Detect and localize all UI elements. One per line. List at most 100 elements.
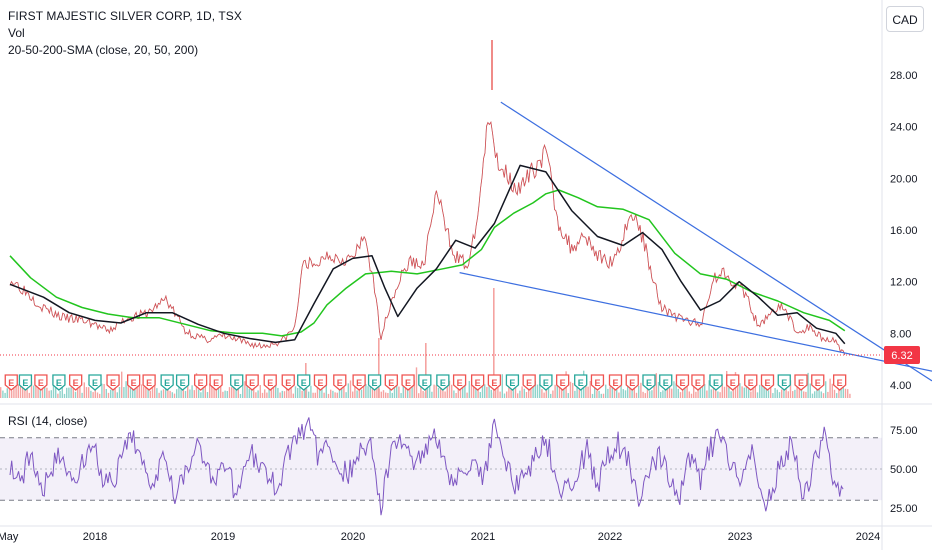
volume-spike: [491, 40, 493, 90]
volume-bar: [701, 380, 704, 398]
volume-bar: [70, 387, 72, 398]
earnings-marker: [522, 374, 536, 391]
volume-legend[interactable]: Vol: [8, 26, 25, 40]
volume-bar: [114, 381, 116, 398]
volume-bar: [730, 391, 732, 398]
volume-bar: [37, 387, 39, 398]
volume-bar: [814, 391, 816, 398]
earnings-marker: [245, 374, 259, 391]
earnings-marker-label: E: [679, 378, 685, 388]
volume-bar: [677, 388, 679, 398]
volume-bar: [8, 384, 11, 398]
earnings-marker: [709, 374, 723, 391]
volume-bar: [708, 380, 710, 398]
rsi-legend[interactable]: RSI (14, close): [8, 414, 88, 428]
volume-bar: [591, 393, 594, 398]
volume-bar: [545, 389, 547, 398]
volume-bar: [455, 393, 457, 398]
earnings-marker-label: E: [695, 378, 701, 388]
volume-bar: [81, 392, 83, 398]
volume-bar: [253, 384, 255, 398]
volume-bar: [132, 388, 134, 398]
volume-bar: [92, 392, 94, 398]
volume-bar: [222, 391, 224, 398]
volume-bar: [695, 391, 697, 398]
volume-bar: [550, 393, 552, 398]
volume-bar: [376, 387, 378, 398]
volume-bar: [462, 386, 464, 398]
earnings-marker: [833, 374, 847, 391]
volume-bar: [767, 390, 770, 398]
volume-bar: [475, 385, 477, 398]
volume-bar: [327, 393, 330, 398]
volume-bar: [396, 385, 398, 398]
symbol-title[interactable]: FIRST MAJESTIC SILVER CORP, 1D, TSX: [8, 9, 243, 23]
volume-bar: [486, 386, 488, 398]
volume-bar: [209, 383, 211, 398]
volume-bar: [523, 388, 525, 398]
volume-bar: [0, 387, 2, 398]
earnings-marker: [281, 374, 295, 391]
volume-bar: [393, 380, 396, 398]
volume-bar: [818, 382, 820, 398]
earnings-marker: [487, 374, 502, 391]
volume-bar: [83, 382, 85, 398]
volume-bar: [539, 384, 541, 398]
volume-bar: [116, 392, 118, 398]
earnings-marker-label: E: [164, 378, 170, 388]
earnings-marker-label: E: [180, 378, 186, 388]
volume-bar: [563, 384, 565, 398]
volume-bar: [246, 385, 248, 398]
volume-bar: [693, 381, 695, 398]
earnings-marker: [142, 374, 156, 391]
volume-bar: [435, 385, 437, 398]
volume-bar: [574, 390, 576, 398]
earnings-marker: [760, 374, 775, 391]
earnings-marker-label: E: [110, 378, 116, 388]
earnings-marker-label: E: [38, 378, 44, 388]
volume-bar: [803, 391, 805, 398]
volume-bar: [259, 384, 261, 398]
volume-bar: [154, 382, 156, 398]
volume-bar: [299, 378, 301, 398]
volume-bar: [123, 387, 125, 398]
volume-bar: [655, 373, 657, 398]
volume-bar: [488, 386, 490, 398]
volume-bar: [484, 384, 486, 398]
volume-bar: [536, 384, 539, 398]
volume-bar: [429, 384, 431, 398]
volume-bar: [844, 388, 847, 398]
volume-bar: [464, 383, 466, 398]
volume-bar: [134, 386, 136, 398]
volume-bar: [699, 382, 701, 398]
volume-bar: [235, 389, 237, 398]
volume-bar: [688, 391, 690, 398]
volume-bar: [275, 383, 277, 398]
volume-bar: [807, 372, 809, 398]
earnings-marker: [675, 374, 690, 391]
volume-bar: [290, 387, 292, 398]
time-tick-label: 2018: [83, 531, 107, 543]
volume-bar: [723, 386, 726, 398]
volume-bar: [330, 389, 332, 398]
volume-bar: [781, 389, 783, 398]
volume-bar: [787, 391, 789, 398]
volume-bar: [338, 386, 341, 398]
volume-bar: [389, 385, 391, 398]
volume-bar: [231, 387, 233, 398]
earnings-marker: [659, 374, 673, 391]
volume-bar: [385, 392, 387, 398]
volume-bar: [360, 389, 363, 398]
earnings-marker: [794, 374, 808, 391]
earnings-marker: [34, 374, 48, 391]
earnings-marker-label: E: [356, 378, 362, 388]
volume-bar: [184, 391, 187, 398]
earnings-marker-label: E: [388, 378, 394, 388]
sma-legend[interactable]: 20-50-200-SMA (close, 20, 50, 200): [8, 43, 199, 57]
earnings-marker: [574, 374, 588, 391]
volume-bar: [191, 385, 193, 398]
volume-bar: [442, 389, 444, 398]
currency-button[interactable]: CAD: [886, 6, 924, 32]
earnings-marker: [297, 374, 311, 391]
